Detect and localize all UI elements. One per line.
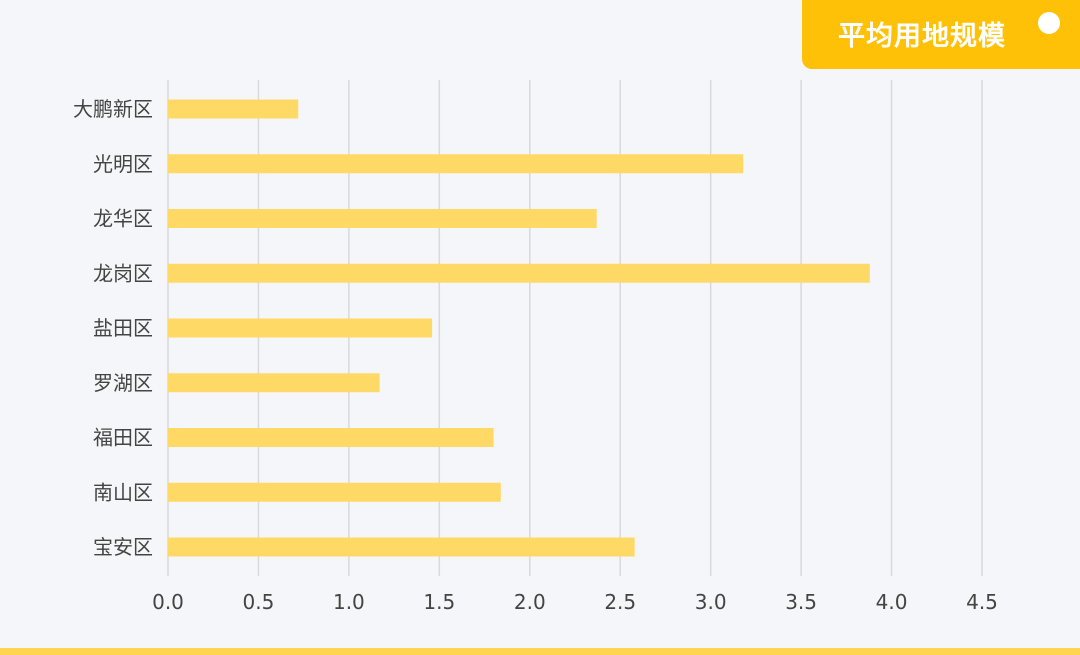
bar [168,373,380,393]
bottom-accent-line [0,648,1080,655]
x-tick-labels: 0.0 0.5 1.0 1.5 2.0 2.5 3.0 3.5 4.0 4.5 [152,590,998,614]
bar [168,537,635,557]
category-label: 光明区 [93,152,153,176]
chart-title-tab: 平均用地规模 [802,0,1080,69]
category-label: 福田区 [93,426,153,450]
bar [168,428,494,447]
category-label: 龙岗区 [93,261,153,285]
x-tick-label: 1.5 [423,590,455,614]
chart-title: 平均用地规模 [838,21,1006,52]
x-tick-label: 0.0 [152,590,184,614]
category-label: 盐田区 [93,316,153,340]
x-tick-label: 3.0 [695,590,727,614]
bar [168,209,597,228]
category-label: 龙华区 [93,207,153,231]
bars [168,99,870,557]
x-tick-label: 4.5 [966,590,998,614]
bar [168,154,744,174]
category-label: 罗湖区 [93,371,153,395]
bar [168,482,501,502]
category-label: 南山区 [93,480,153,504]
x-tick-label: 3.5 [785,590,817,614]
bar [168,99,299,119]
x-tick-label: 2.5 [604,590,636,614]
title-dot-icon [1038,12,1060,34]
category-label: 大鹏新区 [73,97,153,121]
bar [168,263,870,283]
x-tick-label: 2.0 [514,590,546,614]
x-tick-label: 0.5 [243,590,275,614]
category-label: 宝安区 [93,535,153,559]
x-tick-label: 4.0 [876,590,908,614]
x-tick-label: 1.0 [333,590,365,614]
bar [168,318,433,338]
